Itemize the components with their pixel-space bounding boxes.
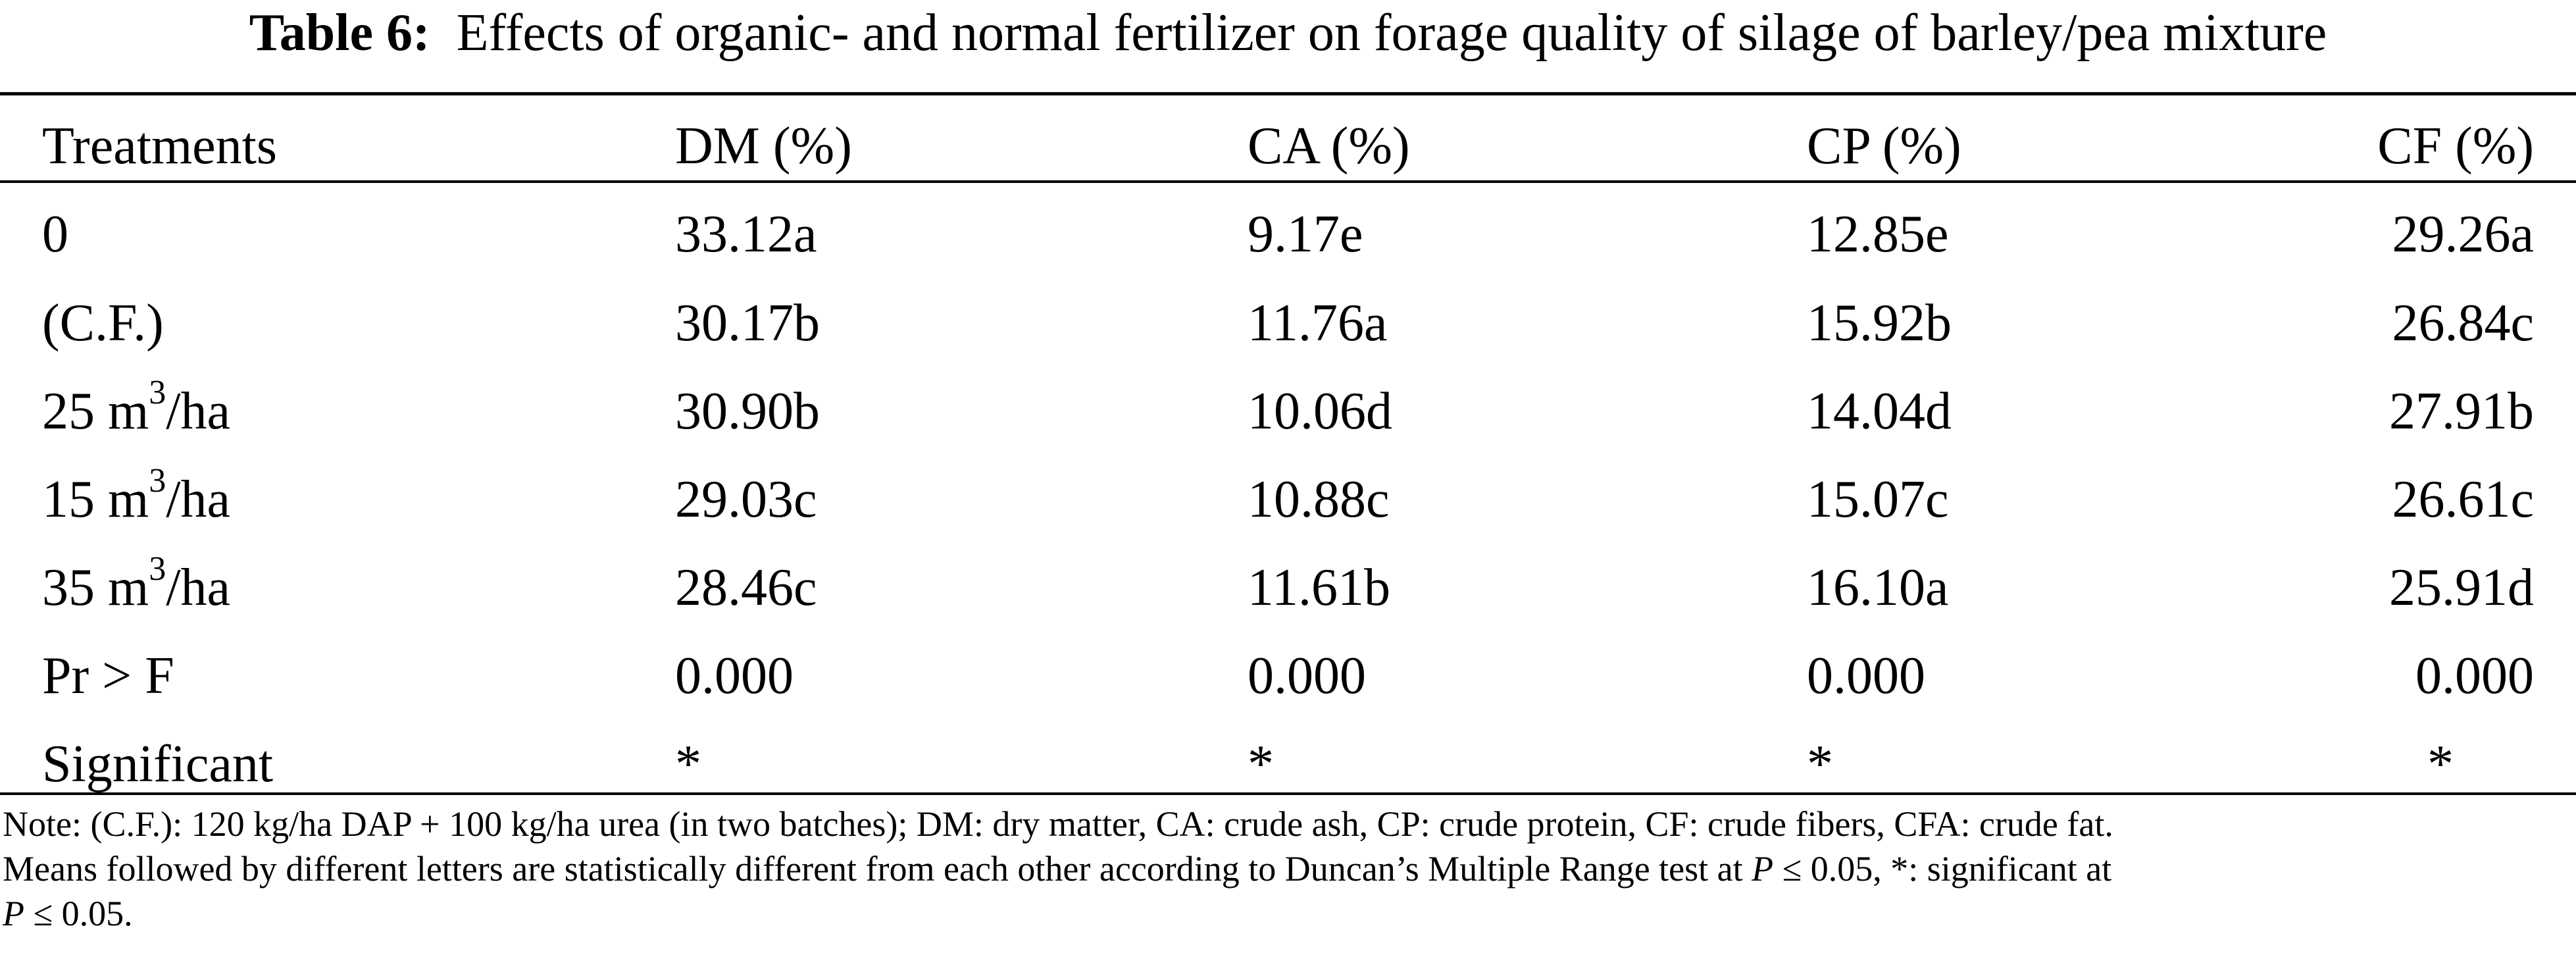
cell-dm: 33.12a [675,205,817,263]
cell-ca: 11.61b [1248,559,1391,617]
note-line-2-tail: ≤ 0.05, *: significant at [1773,849,2112,889]
cell-cp: 14.04d [1807,382,1952,440]
table-title-text: Effects of organic- and normal fertilize… [456,4,2327,62]
p-symbol: P [1752,849,1774,889]
cell-ca: 9.17e [1248,205,1363,263]
cell-cf: 25.91d [2389,559,2534,617]
row-treatment: 15 m3/ha [42,464,230,531]
unit-exponent: 3 [149,374,166,411]
cell-dm: 0.000 [675,647,794,705]
cell-dm: 29.03c [675,471,817,528]
table-note: Note: (C.F.): 120 kg/ha DAP + 100 kg/ha … [3,802,2572,936]
cell-cf: 26.84c [2392,294,2534,352]
cell-cp: 12.85e [1807,205,1949,263]
cell-cf: 29.26a [2392,205,2534,263]
note-line-2-text: Means followed by different letters are … [3,849,1752,889]
row-treatment: (C.F.) [42,292,164,355]
cell-dm: * [675,735,701,793]
cell-ca: * [1248,735,1274,793]
treatment-text: 35 m [42,559,149,617]
row-treatment: 0 [42,203,68,266]
treatment-text: (C.F.) [42,294,164,352]
table-title: Table 6: Effects of organic- and normal … [0,3,2576,63]
cell-ca: 0.000 [1248,647,1366,705]
cell-cf: 0.000 [2415,647,2534,705]
unit-exponent: 3 [149,550,166,588]
p-symbol: P [3,894,24,933]
cell-cp: * [1807,735,1833,793]
header-dm: DM (%) [675,117,852,175]
row-treatment: Pr > F [42,644,174,708]
cell-cp: 15.92b [1807,294,1952,352]
cell-dm: 30.17b [675,294,820,352]
treatment-text: 25 m [42,382,149,440]
note-line-3: P ≤ 0.05. [3,891,2572,936]
header-treatments: Treatments [42,117,278,175]
cell-dm: 30.90b [675,382,820,440]
note-line-2: Means followed by different letters are … [3,846,2572,891]
cell-cf: 27.91b [2389,382,2534,440]
header-rule [0,180,2576,183]
row-treatment: 25 m3/ha [42,376,230,443]
unit-suffix: /ha [166,471,230,528]
header-cp: CP (%) [1807,117,1961,175]
header-cf: CF (%) [2377,117,2534,175]
top-rule [0,92,2576,95]
cell-ca: 10.88c [1248,471,1390,528]
table-title-label: Table 6: [249,4,430,62]
cell-cf: * [2427,735,2454,793]
cell-ca: 10.06d [1248,382,1392,440]
treatment-text: Significant [42,735,274,793]
row-treatment: Significant [42,733,273,796]
cell-ca: 11.76a [1248,294,1388,352]
cell-dm: 28.46c [675,559,817,617]
treatment-text: 0 [42,205,68,263]
unit-suffix: /ha [166,559,230,617]
header-ca: CA (%) [1248,117,1410,175]
treatment-text: 15 m [42,471,149,528]
note-line-3-text: ≤ 0.05. [24,894,133,933]
row-treatment: 35 m3/ha [42,552,230,619]
bottom-rule [0,792,2576,795]
cell-cf: 26.61c [2392,471,2534,528]
unit-exponent: 3 [149,462,166,500]
unit-suffix: /ha [166,382,230,440]
cell-cp: 0.000 [1807,647,1925,705]
treatment-text: Pr > F [42,647,174,705]
cell-cp: 15.07c [1807,471,1949,528]
cell-cp: 16.10a [1807,559,1949,617]
note-line-1: Note: (C.F.): 120 kg/ha DAP + 100 kg/ha … [3,804,2113,844]
